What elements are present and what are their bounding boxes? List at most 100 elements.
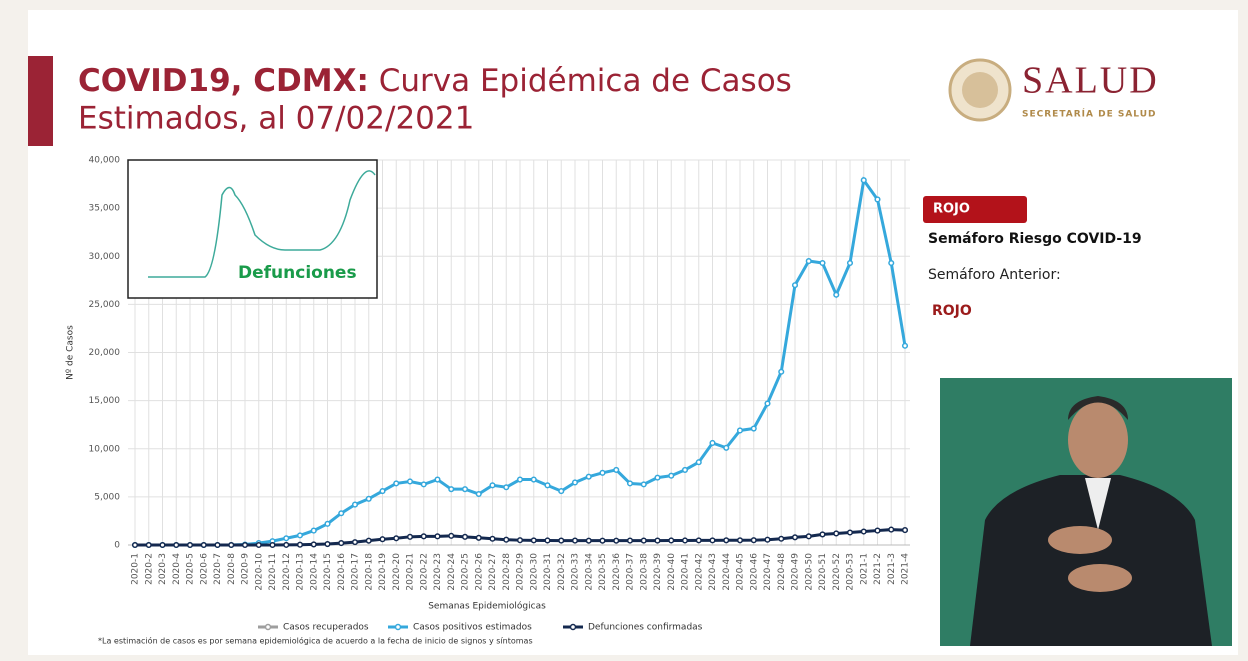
logo-subtitle: SECRETARÍA DE SALUD — [1022, 108, 1157, 120]
y-axis-label: Nº de Casos — [66, 325, 76, 380]
x-tick-label: 2020-37 — [626, 553, 636, 591]
data-point — [558, 537, 565, 544]
semaforo-badge-text: ROJO — [933, 202, 970, 217]
data-point — [874, 196, 881, 203]
data-point — [723, 444, 730, 451]
x-tick-label: 2020-52 — [832, 553, 842, 591]
footnote: *La estimación de casos es por semana ep… — [98, 636, 533, 646]
data-point — [681, 466, 689, 473]
x-tick-label: 2020-41 — [681, 553, 691, 591]
semaforo-previous-value: ROJO — [932, 303, 972, 319]
x-tick-label: 2020-17 — [351, 553, 361, 591]
data-point — [241, 541, 249, 549]
x-tick-label: 2020-39 — [653, 553, 663, 591]
data-point — [613, 466, 620, 473]
x-tick-label: 2020-16 — [337, 553, 347, 591]
data-point — [503, 536, 510, 543]
data-point — [585, 537, 592, 544]
data-point — [379, 488, 386, 495]
x-tick-label: 2020-14 — [309, 553, 319, 591]
data-point — [406, 533, 414, 540]
x-tick-label: 2020-11 — [268, 553, 278, 591]
x-tick-label: 2020-51 — [818, 553, 828, 591]
data-point — [695, 537, 702, 544]
x-tick-label: 2020-40 — [667, 553, 677, 591]
x-tick-label: 2020-35 — [598, 553, 608, 591]
data-point — [833, 530, 840, 537]
data-point — [860, 528, 867, 535]
data-point — [393, 480, 400, 487]
data-point — [530, 476, 537, 483]
data-point — [750, 537, 757, 544]
data-point — [846, 529, 854, 536]
data-point — [283, 535, 290, 542]
x-tick-label: 2020-50 — [804, 553, 814, 591]
data-point — [778, 535, 785, 542]
interpreter-hair — [1068, 396, 1128, 420]
x-tick-label: 2020-28 — [502, 553, 512, 591]
data-point — [805, 533, 812, 540]
y-tick-label: 20,000 — [89, 348, 121, 358]
title-bold: COVID19, CDMX: — [78, 63, 369, 99]
data-point — [255, 541, 262, 549]
x-tick-label: 2020-43 — [708, 553, 718, 591]
data-point — [654, 537, 661, 544]
data-point — [750, 425, 757, 432]
semaforo-previous: Semáforo Anterior: — [928, 267, 1061, 283]
data-point — [888, 259, 895, 267]
x-tick-label: 2020-36 — [612, 553, 622, 591]
x-tick-label: 2020-47 — [763, 553, 773, 591]
data-point — [695, 459, 702, 466]
x-tick-label: 2020-10 — [254, 553, 264, 591]
x-tick-label: 2020-6 — [199, 553, 209, 585]
data-point — [599, 537, 606, 544]
data-point — [489, 535, 496, 542]
x-tick-label: 2020-26 — [474, 553, 484, 591]
data-point — [668, 472, 675, 479]
data-point — [544, 482, 551, 489]
emblem-core — [962, 72, 998, 108]
x-tick-label: 2020-13 — [296, 553, 306, 591]
data-point — [901, 342, 909, 349]
x-tick-label: 2020-31 — [543, 553, 553, 591]
x-tick-label: 2020-7 — [213, 553, 223, 585]
data-point — [613, 537, 620, 544]
data-point — [173, 541, 180, 549]
x-tick-label: 2020-27 — [488, 553, 498, 591]
semaforo-label: Semáforo Riesgo COVID-19 — [928, 231, 1142, 247]
data-point — [516, 476, 524, 483]
data-point — [723, 537, 730, 544]
legend-marker — [394, 623, 402, 631]
data-point — [324, 540, 331, 548]
data-point — [296, 541, 304, 548]
data-point — [626, 537, 634, 544]
data-point — [503, 484, 510, 491]
interpreter-hand — [1048, 526, 1112, 554]
data-point — [461, 486, 469, 493]
data-point — [283, 541, 290, 548]
data-point — [709, 439, 716, 447]
data-point — [709, 537, 716, 544]
y-tick-label: 10,000 — [89, 444, 121, 454]
interpreter-head — [1068, 402, 1128, 478]
data-point — [901, 527, 909, 534]
data-point — [338, 540, 345, 547]
data-point — [448, 486, 455, 493]
x-tick-label: 2020-33 — [571, 553, 581, 591]
data-point — [833, 291, 840, 298]
y-tick-label: 0 — [114, 541, 120, 551]
data-point — [544, 537, 551, 544]
data-point — [434, 476, 441, 483]
data-point — [310, 541, 317, 548]
x-tick-label: 2020-19 — [378, 553, 388, 591]
semaforo-badge — [923, 196, 1027, 223]
x-tick-label: 2020-12 — [282, 553, 292, 591]
x-tick-label: 2020-46 — [749, 553, 759, 591]
data-point — [475, 490, 482, 498]
title: COVID19, CDMX: Curva Epidémica de Casos — [78, 63, 792, 99]
data-point — [571, 479, 579, 486]
data-point — [365, 495, 372, 502]
x-tick-label: 2020-38 — [639, 553, 649, 591]
legend-marker — [264, 623, 272, 631]
x-tick-label: 2020-4 — [172, 553, 182, 585]
